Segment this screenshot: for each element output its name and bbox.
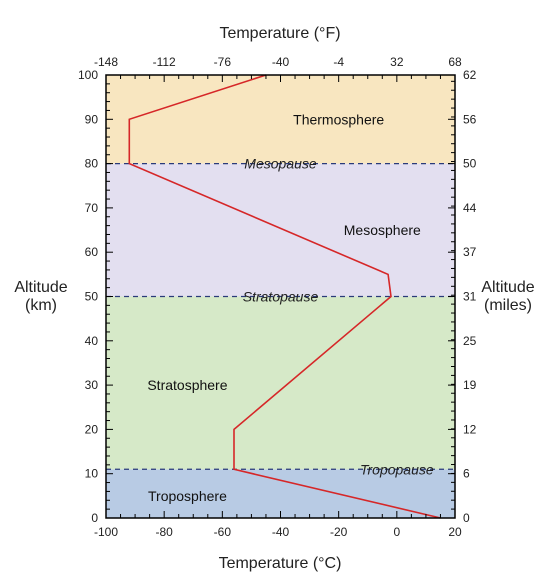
top-tick-label: -40 <box>272 55 290 69</box>
stratopause-label: Stratopause <box>243 289 319 305</box>
stratosphere-band <box>106 296 455 470</box>
right-tick-label: 37 <box>463 245 477 259</box>
right-tick-label: 44 <box>463 201 477 215</box>
top-tick-label: -76 <box>214 55 232 69</box>
top-tick-label: 68 <box>448 55 462 69</box>
atmosphere-layer-bands: Troposphere Stratosphere Mesosphere Thermos… <box>106 75 455 518</box>
left-tick-label: 50 <box>85 290 99 304</box>
right-axis-title-line2: (miles) <box>484 297 532 314</box>
left-tick-label: 20 <box>85 422 99 436</box>
bottom-tick-label: -80 <box>155 525 173 539</box>
top-tick-label: 32 <box>390 55 404 69</box>
left-tick-label: 100 <box>78 68 98 82</box>
left-tick-label: 10 <box>85 467 99 481</box>
right-tick-label: 56 <box>463 112 477 126</box>
bottom-tick-label: 20 <box>448 525 462 539</box>
left-tick-label: 0 <box>91 511 98 525</box>
right-tick-label: 31 <box>463 290 477 304</box>
tropopause-label: Tropopause <box>360 461 434 477</box>
top-axis-title: Temperature (°F) <box>219 25 340 42</box>
axis-labels: -100 -80 -60 -40 -20 0 20-148 -112 -76 -40 -4 32 680… <box>78 55 477 539</box>
mesosphere-band <box>106 163 455 297</box>
right-tick-label: 62 <box>463 68 477 82</box>
right-tick-label: 6 <box>463 467 470 481</box>
troposphere-band <box>106 469 455 518</box>
left-axis-title-line2: (km) <box>25 297 57 314</box>
left-tick-label: 60 <box>85 245 99 259</box>
left-tick-label: 40 <box>85 334 99 348</box>
thermosphere-band <box>106 75 455 164</box>
temperature-profile-line <box>128 74 441 519</box>
left-tick-label: 90 <box>85 112 99 126</box>
pause-lines: Tropopause Stratopause Mesopause <box>106 156 455 477</box>
bottom-tick-label: 0 <box>393 525 400 539</box>
right-axis-title-line1: Altitude <box>481 279 534 296</box>
right-tick-label: 12 <box>463 422 477 436</box>
stratosphere-label: Stratosphere <box>147 377 227 393</box>
bottom-tick-label: -40 <box>272 525 290 539</box>
right-tick-label: 25 <box>463 334 477 348</box>
bottom-tick-label: -100 <box>94 525 118 539</box>
mesosphere-label: Mesosphere <box>344 222 421 238</box>
right-tick-label: 19 <box>463 378 477 392</box>
left-tick-label: 30 <box>85 378 99 392</box>
bottom-tick-label: -60 <box>214 525 232 539</box>
mesopause-label: Mesopause <box>244 156 317 172</box>
right-tick-label: 50 <box>463 157 477 171</box>
top-tick-label: -148 <box>94 55 118 69</box>
top-tick-label: -4 <box>333 55 344 69</box>
right-tick-label: 0 <box>463 511 470 525</box>
bottom-tick-label: -20 <box>330 525 348 539</box>
top-tick-label: -112 <box>153 55 176 69</box>
left-tick-label: 80 <box>85 157 99 171</box>
axis-ticks <box>105 74 456 519</box>
left-axis-title-line1: Altitude <box>14 279 67 296</box>
thermosphere-label: Thermosphere <box>293 111 384 127</box>
temperature-profile <box>128 74 441 519</box>
left-tick-label: 70 <box>85 201 99 215</box>
troposphere-label: Troposphere <box>148 488 227 504</box>
bottom-axis-title: Temperature (°C) <box>219 555 342 572</box>
